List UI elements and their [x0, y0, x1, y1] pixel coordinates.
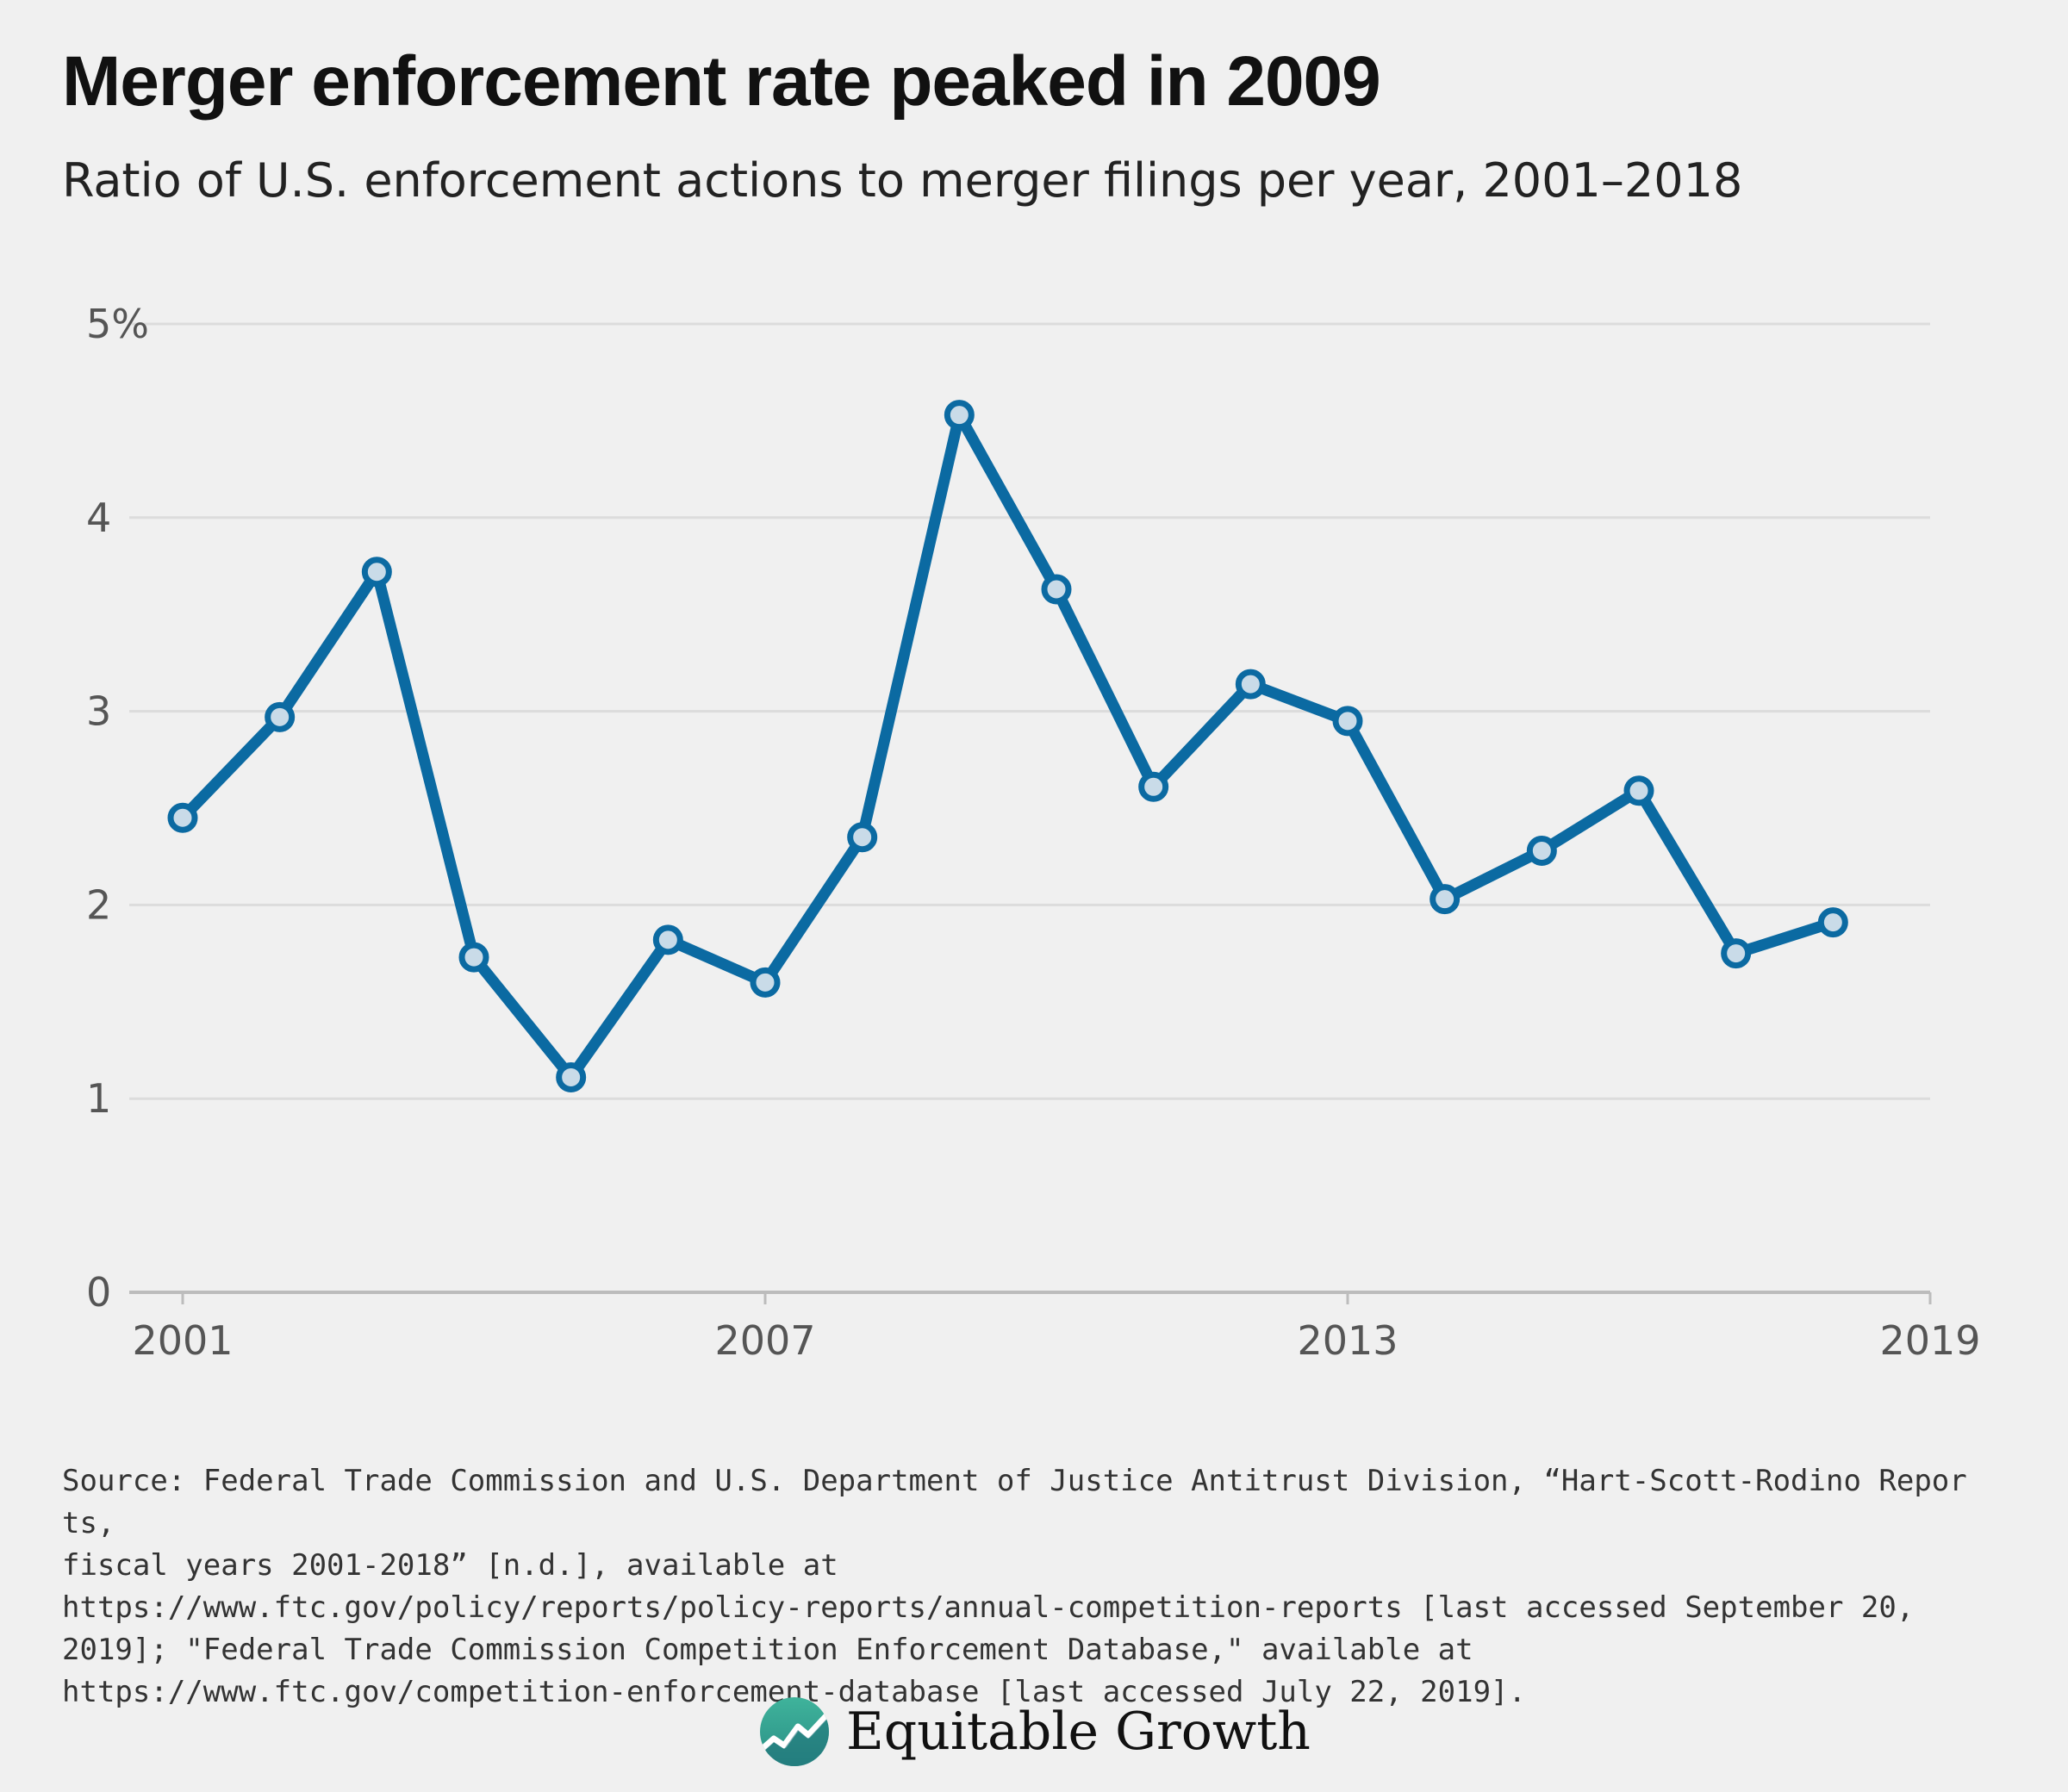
data-point: [1430, 884, 1461, 915]
data-point: [944, 400, 975, 431]
y-tick-label: 5%: [86, 301, 149, 347]
data-point: [1235, 669, 1266, 700]
data-point: [1041, 574, 1072, 605]
chart-subtitle: Ratio of U.S. enforcement actions to mer…: [62, 153, 1743, 208]
source-line: fiscal years 2001-2018” [n.d.], availabl…: [62, 1548, 838, 1583]
x-tick-label: 2019: [1879, 1317, 1980, 1364]
x-tick-label: 2007: [714, 1317, 815, 1364]
y-tick-label: 4: [86, 495, 111, 541]
line-chart: 0 1 2 3 4 5% 2001 2007 2013 2019: [86, 301, 1981, 1364]
data-point: [1526, 835, 1557, 866]
source-line: 2019]; "Federal Trade Commission Competi…: [62, 1633, 1473, 1667]
data-point: [1332, 706, 1363, 737]
data-point: [361, 557, 392, 588]
y-tick-label: 2: [86, 881, 111, 928]
data-points: [167, 400, 1848, 1092]
gridlines: [129, 322, 1930, 1100]
y-tick-label: 3: [86, 688, 111, 735]
chart-title: Merger enforcement rate peaked in 2009: [62, 42, 1381, 121]
data-point: [652, 924, 683, 955]
y-axis-tick-labels: 0 1 2 3 4 5%: [86, 301, 149, 1316]
data-point: [750, 967, 781, 998]
source-link-line: https://www.ftc.gov/policy/reports/polic…: [62, 1590, 1915, 1625]
data-point: [1138, 771, 1169, 802]
data-point: [1623, 775, 1654, 806]
series-line: [177, 409, 1839, 1083]
data-series: [177, 409, 1839, 1083]
data-point: [458, 942, 489, 973]
equitable-growth-logo: Equitable Growth: [758, 1696, 1311, 1768]
data-point: [847, 822, 878, 853]
x-axis-tick-labels: 2001 2007 2013 2019: [132, 1292, 1981, 1364]
x-tick-label: 2013: [1297, 1317, 1398, 1364]
equitable-growth-logo-icon: [760, 1697, 829, 1766]
y-tick-label: 1: [86, 1075, 111, 1122]
data-point: [265, 701, 296, 732]
data-point: [1817, 907, 1848, 938]
logo-text: Equitable Growth: [846, 1702, 1311, 1762]
data-point: [167, 802, 198, 833]
source-note: Source: Federal Trade Commission and U.S…: [62, 1460, 1984, 1714]
source-line: Source: Federal Trade Commission and U.S…: [62, 1464, 1967, 1540]
data-point: [1721, 938, 1752, 969]
data-point: [556, 1061, 587, 1092]
y-tick-label: 0: [86, 1269, 111, 1316]
x-tick-label: 2001: [132, 1317, 233, 1364]
